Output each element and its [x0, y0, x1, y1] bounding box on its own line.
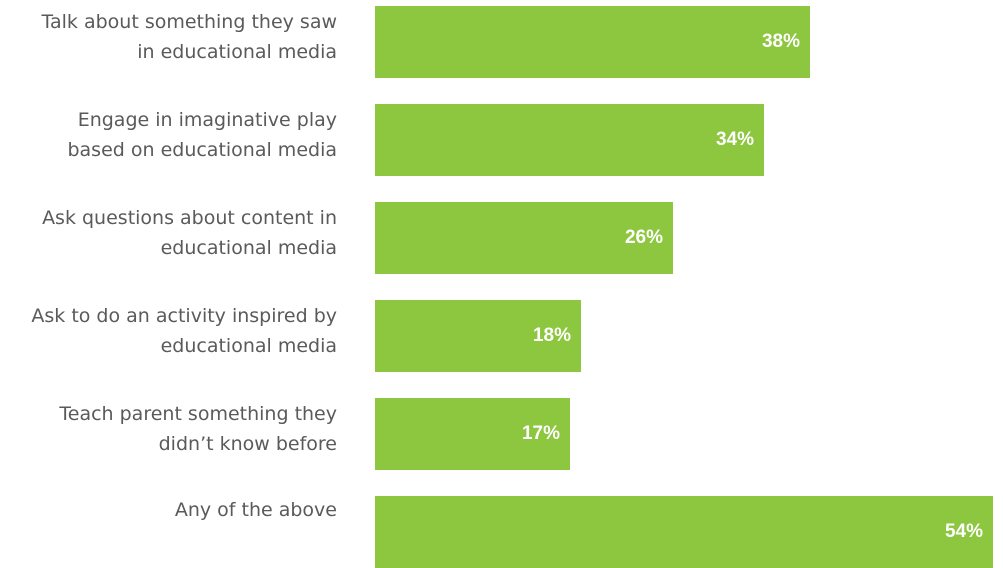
- category-label-line: Teach parent something they: [59, 403, 337, 425]
- bar: 17%: [375, 398, 570, 470]
- category-label-line: in educational media: [137, 41, 337, 63]
- bar-value-label: 54%: [944, 521, 983, 542]
- bar-value-label: 17%: [521, 423, 560, 444]
- category-label-line: didn’t know before: [158, 433, 337, 455]
- bar: 26%: [375, 202, 673, 274]
- bar: 18%: [375, 300, 581, 372]
- category-label-line: educational media: [160, 335, 337, 357]
- category-label-line: Ask questions about content in: [42, 207, 337, 229]
- category-label: Teach parent something they didn’t know b…: [59, 399, 337, 459]
- category-label: Ask to do an activity inspired by educati…: [31, 301, 337, 361]
- category-label-line: Talk about something they saw: [41, 11, 337, 33]
- category-label: Ask questions about content in educationa…: [42, 203, 337, 263]
- category-label-line: Engage in imaginative play: [77, 109, 337, 131]
- bar: 54%: [375, 496, 993, 568]
- category-label-line: based on educational media: [67, 139, 337, 161]
- category-label: Any of the above: [175, 495, 337, 525]
- category-label: Talk about something they saw in educatio…: [42, 7, 337, 67]
- bar: 38%: [375, 6, 810, 78]
- bar-value-label: 38%: [761, 31, 800, 52]
- bar: 34%: [375, 104, 764, 176]
- bar-value-label: 18%: [532, 325, 571, 346]
- bar-value-label: 34%: [715, 129, 754, 150]
- category-label: Engage in imaginative play based on educa…: [67, 105, 337, 165]
- category-label-line: Any of the above: [174, 499, 337, 521]
- category-label-line: Ask to do an activity inspired by: [31, 305, 337, 327]
- bar-value-label: 26%: [624, 227, 663, 248]
- category-label-line: educational media: [160, 237, 337, 259]
